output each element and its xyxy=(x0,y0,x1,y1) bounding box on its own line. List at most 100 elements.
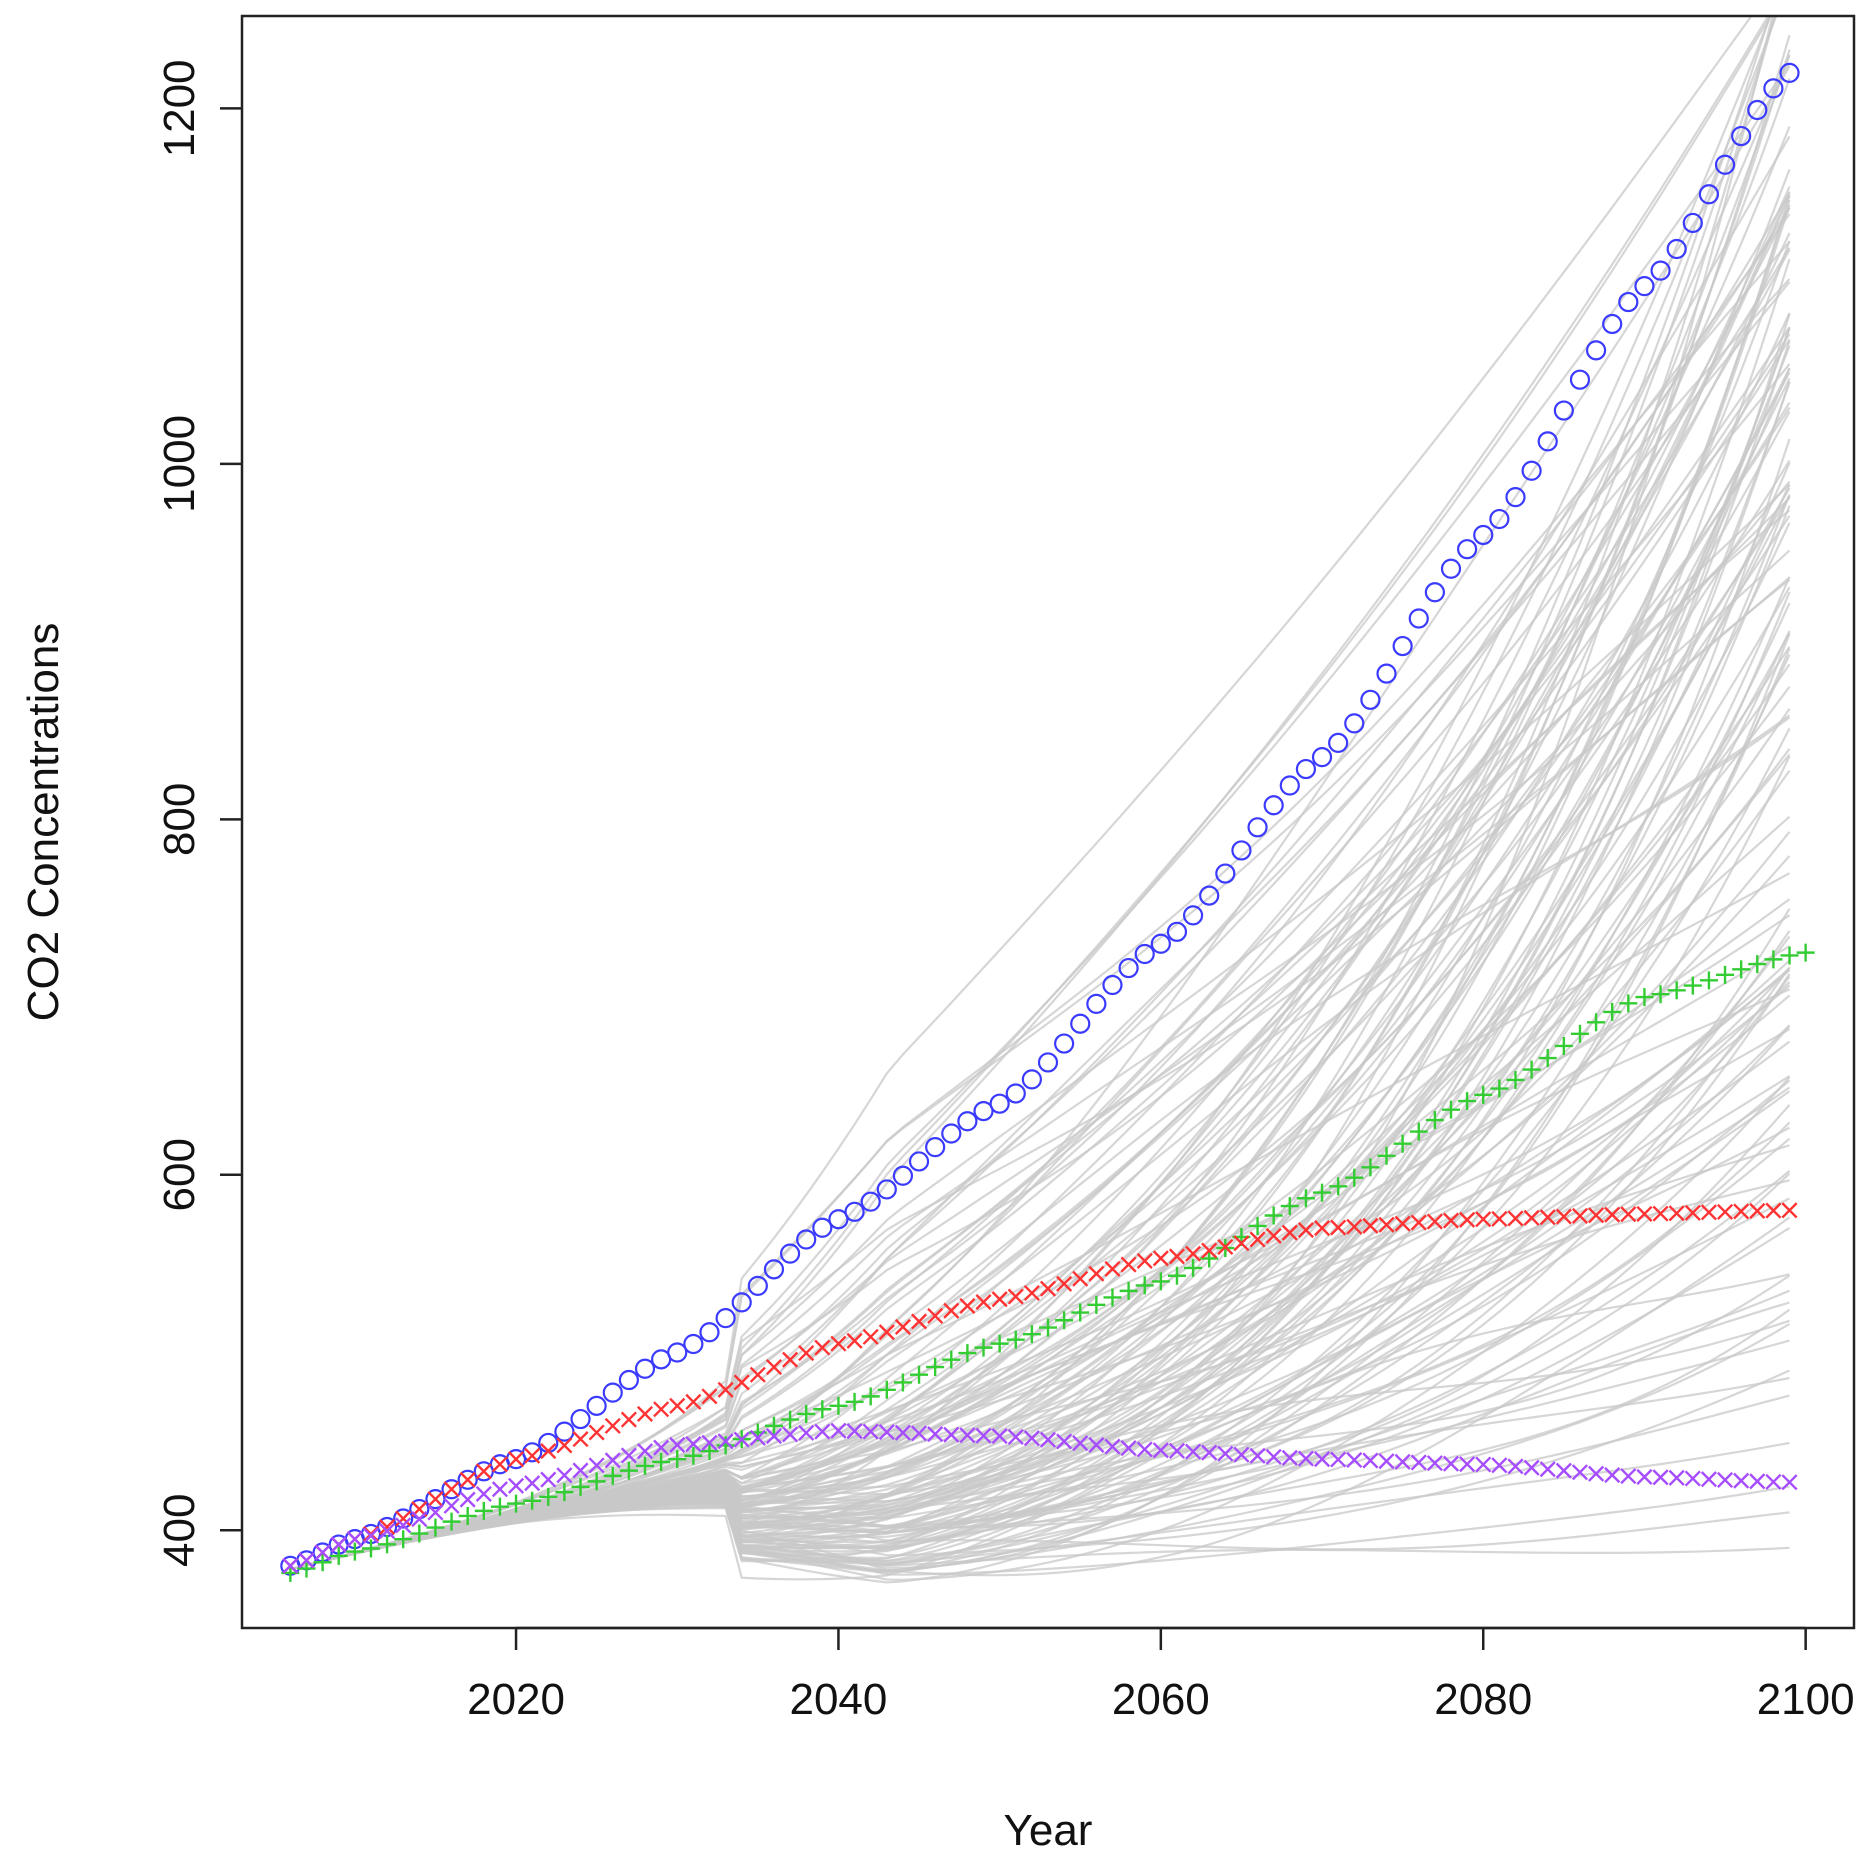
x-point xyxy=(556,1467,573,1484)
x-point xyxy=(975,1427,992,1444)
circle-point xyxy=(393,1508,414,1529)
x-point xyxy=(1523,1209,1540,1226)
x-point xyxy=(443,1497,460,1514)
circle-point xyxy=(554,1421,575,1442)
x-point xyxy=(572,1462,589,1479)
x-point xyxy=(1039,1431,1057,1448)
x-point xyxy=(653,1439,670,1456)
x-point xyxy=(927,1426,944,1443)
circle-point xyxy=(1247,817,1268,838)
plus-point xyxy=(845,1392,864,1411)
plus-point xyxy=(958,1344,977,1363)
x-point xyxy=(1104,1438,1121,1455)
plus-point xyxy=(764,1416,783,1435)
x-point xyxy=(1716,1471,1734,1489)
circle-point xyxy=(1263,795,1284,816)
circle-point xyxy=(1054,1033,1075,1054)
x-point xyxy=(1168,1442,1186,1459)
circle-point xyxy=(1424,582,1445,603)
background-series-line xyxy=(290,326,1791,1571)
x-point xyxy=(1459,1456,1476,1473)
x-point xyxy=(1636,1468,1653,1485)
plus-point xyxy=(426,1518,445,1537)
x-point xyxy=(1781,1474,1798,1491)
circle-point xyxy=(1473,524,1494,546)
x-point xyxy=(572,1431,589,1448)
plus-point xyxy=(926,1358,945,1377)
x-point xyxy=(1442,1455,1460,1472)
x-point xyxy=(379,1518,396,1536)
plus-point xyxy=(313,1553,332,1572)
plus-point xyxy=(1345,1168,1364,1187)
circle-point xyxy=(1166,921,1188,942)
y-tick-label: 600 xyxy=(155,1138,204,1211)
x-point xyxy=(1120,1256,1137,1273)
x-point xyxy=(379,1522,396,1540)
plus-point xyxy=(990,1334,1009,1353)
plus-point xyxy=(877,1380,896,1399)
x-point xyxy=(1330,1219,1347,1236)
circle-point xyxy=(1070,1013,1091,1034)
series-2 xyxy=(281,943,1815,1582)
circle-point xyxy=(1457,539,1478,560)
plus-point xyxy=(942,1350,961,1369)
x-axis-title: Year xyxy=(1004,1806,1093,1855)
plus-point xyxy=(1554,1036,1573,1055)
x-point xyxy=(878,1424,895,1441)
plus-point xyxy=(458,1506,477,1525)
plus-point xyxy=(1022,1325,1041,1344)
circle-point xyxy=(1086,993,1107,1014)
x-point xyxy=(798,1345,815,1362)
plus-point xyxy=(1103,1288,1122,1307)
x-point xyxy=(1507,1458,1524,1475)
circle-point xyxy=(1489,508,1510,530)
x-point xyxy=(507,1451,525,1468)
x-point xyxy=(1749,1473,1766,1490)
circle-point xyxy=(812,1217,833,1238)
plus-point xyxy=(361,1539,380,1558)
x-point xyxy=(524,1475,541,1492)
circle-point xyxy=(1634,276,1655,297)
plus-point xyxy=(1748,955,1767,974)
x-point xyxy=(1346,1451,1363,1469)
plus-point xyxy=(1167,1266,1186,1285)
circle-point xyxy=(925,1137,946,1158)
x-point xyxy=(1168,1248,1186,1265)
x-point xyxy=(1620,1206,1637,1223)
x-point xyxy=(798,1424,815,1441)
x-point xyxy=(1039,1280,1057,1297)
plus-point xyxy=(781,1410,800,1429)
x-point xyxy=(1104,1260,1121,1277)
plus-point xyxy=(1377,1146,1396,1165)
x-point xyxy=(701,1434,718,1451)
x-point xyxy=(846,1332,863,1349)
circle-point xyxy=(1731,125,1752,147)
x-point xyxy=(1604,1206,1621,1223)
x-point xyxy=(411,1511,428,1528)
plus-point xyxy=(1603,1002,1622,1021)
x-point xyxy=(1539,1461,1556,1478)
y-tick-label: 800 xyxy=(155,783,204,856)
circle-point xyxy=(1763,78,1784,99)
x-point xyxy=(1217,1238,1234,1256)
x-point xyxy=(1394,1215,1411,1232)
circle-point xyxy=(747,1275,768,1296)
circle-point xyxy=(908,1151,930,1172)
series-4 xyxy=(282,1422,1798,1574)
background-series-line xyxy=(290,633,1791,1571)
plus-point xyxy=(1280,1197,1299,1216)
x-axis: 2020 2040 2060 2080 2100 xyxy=(467,1626,1855,1724)
x-point xyxy=(717,1433,734,1450)
x-point xyxy=(1668,1205,1685,1222)
x-point xyxy=(991,1291,1008,1308)
circle-point xyxy=(683,1333,704,1355)
circle-point xyxy=(860,1191,881,1212)
plus-point xyxy=(1667,981,1686,1000)
plus-point xyxy=(1151,1272,1170,1291)
x-point xyxy=(362,1527,380,1544)
plus-point xyxy=(1635,988,1654,1007)
circle-point xyxy=(1150,933,1171,954)
circle-point xyxy=(1666,238,1687,260)
x-point xyxy=(846,1423,863,1440)
x-point xyxy=(1233,1235,1250,1252)
